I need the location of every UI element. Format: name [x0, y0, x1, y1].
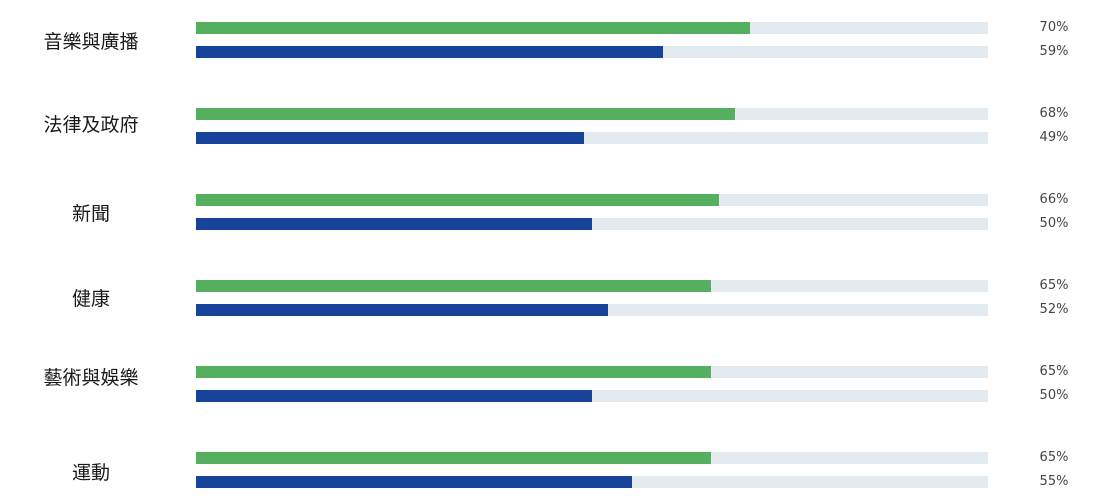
- bar: [196, 46, 664, 58]
- category-label: 音樂與廣播: [43, 31, 139, 53]
- bar: [196, 280, 711, 292]
- data-label: 49%: [1039, 130, 1069, 145]
- bar-track: [196, 280, 988, 292]
- bar-track: [196, 452, 988, 464]
- data-label: 70%: [1039, 20, 1069, 35]
- bar-track: [196, 22, 988, 34]
- bar: [196, 194, 719, 206]
- category-label: 健康: [71, 288, 110, 310]
- bar: [196, 366, 711, 378]
- category-row: 藝術與娛樂 65% 50%: [0, 364, 1096, 406]
- data-label: 68%: [1039, 106, 1069, 121]
- bar-track: [196, 132, 988, 144]
- category-label: 新聞: [71, 203, 110, 225]
- data-label: 65%: [1039, 364, 1069, 379]
- bar-track: [196, 390, 988, 402]
- bar-track: [196, 304, 988, 316]
- bar-track: [196, 194, 988, 206]
- bar: [196, 304, 608, 316]
- data-label: 65%: [1039, 278, 1069, 293]
- category-row: 新聞 66% 50%: [0, 192, 1096, 234]
- bar: [196, 390, 592, 402]
- bar: [196, 476, 632, 488]
- bar-track: [196, 218, 988, 230]
- bar-track: [196, 476, 988, 488]
- bar-track: [196, 366, 988, 378]
- category-label: 法律及政府: [43, 114, 139, 136]
- bar: [196, 218, 592, 230]
- data-label: 66%: [1039, 192, 1069, 207]
- category-label: 藝術與娛樂: [43, 367, 139, 389]
- bar: [196, 108, 735, 120]
- category-row: 法律及政府 68% 49%: [0, 106, 1096, 148]
- bar: [196, 132, 585, 144]
- data-label: 59%: [1039, 44, 1069, 59]
- data-label: 65%: [1039, 450, 1069, 465]
- bar: [196, 22, 751, 34]
- bar: [196, 452, 711, 464]
- data-label: 55%: [1039, 474, 1069, 489]
- category-row: 健康 65% 52%: [0, 278, 1096, 320]
- category-label: 運動: [71, 462, 110, 484]
- category-row: 音樂與廣播 70% 59%: [0, 20, 1096, 62]
- bar-track: [196, 108, 988, 120]
- data-label: 52%: [1039, 302, 1069, 317]
- category-row: 運動 65% 55%: [0, 450, 1096, 492]
- data-label: 50%: [1039, 388, 1069, 403]
- data-label: 50%: [1039, 216, 1069, 231]
- bar-track: [196, 46, 988, 58]
